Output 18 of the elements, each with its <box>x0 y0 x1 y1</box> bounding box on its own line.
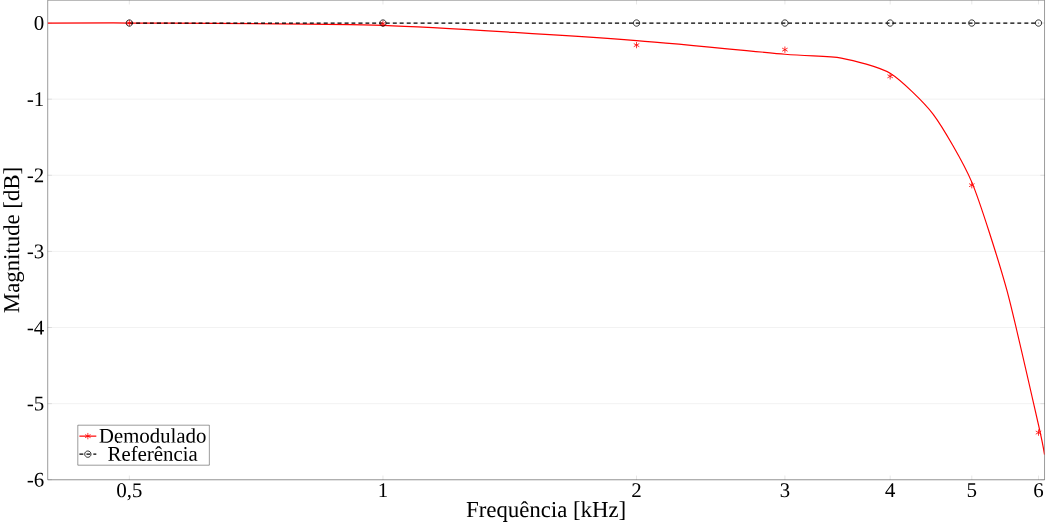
y-tick-label: -3 <box>27 244 44 259</box>
legend-label: Demodulado <box>99 428 206 443</box>
y-tick-label: -1 <box>27 92 43 106</box>
x-tick-label: 2 <box>632 483 641 497</box>
x-tick-label: 3 <box>780 483 790 498</box>
x-tick-label: 4 <box>885 483 896 497</box>
y-tick-label: -5 <box>27 396 44 411</box>
x-tick-label: 1 <box>379 483 387 497</box>
x-tick-label: 6 <box>1034 483 1044 498</box>
x-tick-label: 5 <box>967 483 977 498</box>
x-axis-title: Frequência [kHz] <box>466 501 625 522</box>
x-tick-label: 0,5 <box>117 483 142 501</box>
legend-label: Referência <box>108 445 198 461</box>
y-tick-label: -2 <box>27 168 44 183</box>
y-tick-label: -4 <box>27 320 44 335</box>
y-axis-title: Magnitude [dB] <box>3 168 25 313</box>
y-tick-label: -6 <box>27 472 44 487</box>
y-tick-label: 0 <box>34 15 44 30</box>
